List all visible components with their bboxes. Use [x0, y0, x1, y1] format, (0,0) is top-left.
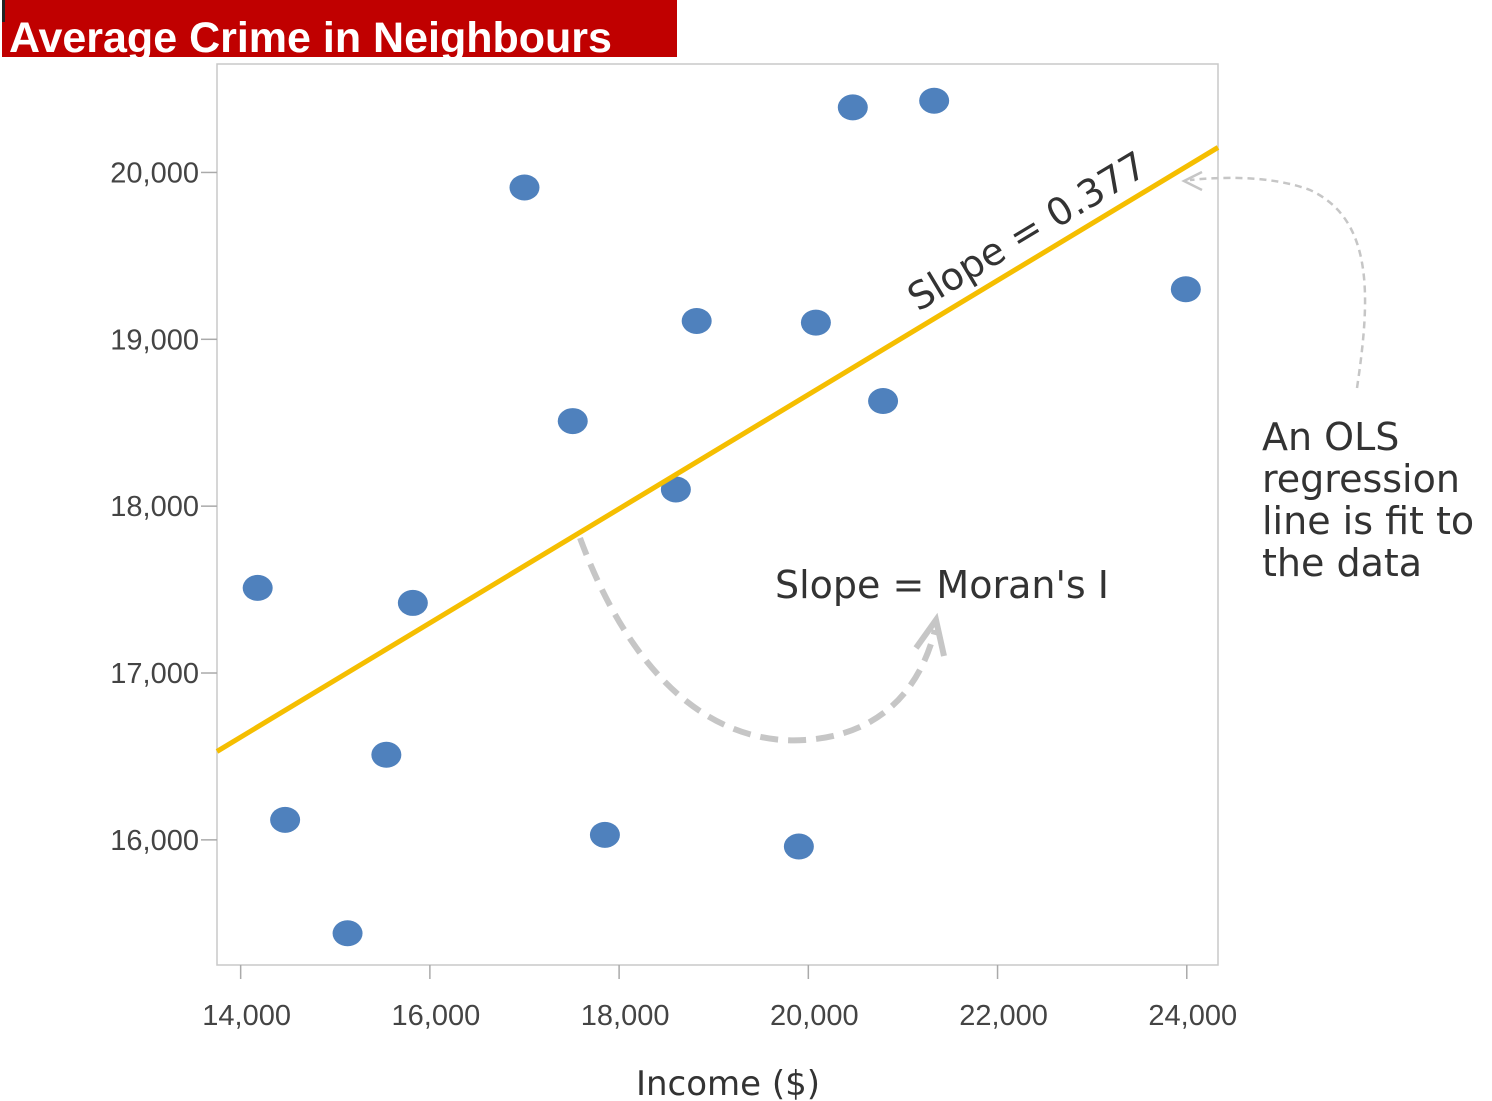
scatter-point — [800, 309, 831, 336]
scatter-point — [270, 806, 301, 833]
scatter-point — [557, 408, 588, 435]
scatter-point — [589, 821, 620, 848]
scatter-point — [332, 920, 363, 947]
y-tick-label: 20,000 — [110, 157, 199, 189]
plot-frame — [216, 63, 1219, 966]
scatter-point — [837, 94, 868, 121]
y-tick-label: 17,000 — [110, 658, 199, 690]
scatter-point — [1170, 276, 1201, 303]
scatter-point — [868, 388, 899, 415]
y-tick-label: 18,000 — [110, 491, 199, 523]
x-tick-label: 14,000 — [202, 1000, 291, 1032]
note-dashed-arrow — [1189, 176, 1367, 389]
ols-note-line-1: An OLS — [1262, 415, 1399, 459]
note-arrowhead — [1181, 170, 1203, 192]
moran-label: Slope = Moran's I — [775, 563, 1109, 607]
y-axis: 16,000 17,000 18,000 19,000 20,000 — [110, 157, 217, 857]
title-bar: Average Crime in Neighbours — [2, 0, 677, 57]
regression-line — [215, 145, 1220, 754]
x-tick-label: 20,000 — [770, 1000, 859, 1032]
page-title: Average Crime in Neighbours — [9, 14, 612, 57]
dashed-curve-arrow — [577, 536, 938, 744]
scatter-point — [681, 307, 712, 334]
ols-note: An OLS regression line is fit to the dat… — [1262, 415, 1474, 585]
dashed-curve-arrowhead — [913, 612, 947, 657]
data-points — [242, 87, 1201, 947]
y-tick-label: 16,000 — [110, 825, 199, 857]
ols-note-line-4: the data — [1262, 541, 1422, 585]
x-tick-label: 18,000 — [581, 1000, 670, 1032]
scatter-point — [660, 476, 691, 503]
scatter-point — [783, 833, 814, 860]
title-edge-mark — [2, 0, 5, 22]
scatter-point — [919, 87, 950, 114]
scatter-point — [509, 174, 540, 201]
x-tick-label: 16,000 — [392, 1000, 481, 1032]
x-axis: 14,000 16,000 18,000 20,000 22,000 24,000 — [202, 965, 1237, 1032]
ols-note-line-2: regression — [1262, 457, 1460, 501]
x-axis-label: Income ($) — [636, 1064, 820, 1101]
scatter-point — [242, 574, 273, 601]
ols-note-line-3: line is fit to — [1262, 499, 1474, 543]
y-tick-label: 19,000 — [110, 324, 199, 356]
scatter-point — [371, 741, 402, 768]
x-tick-label: 22,000 — [959, 1000, 1048, 1032]
x-tick-label: 24,000 — [1148, 1000, 1237, 1032]
scatter-point — [397, 589, 428, 616]
